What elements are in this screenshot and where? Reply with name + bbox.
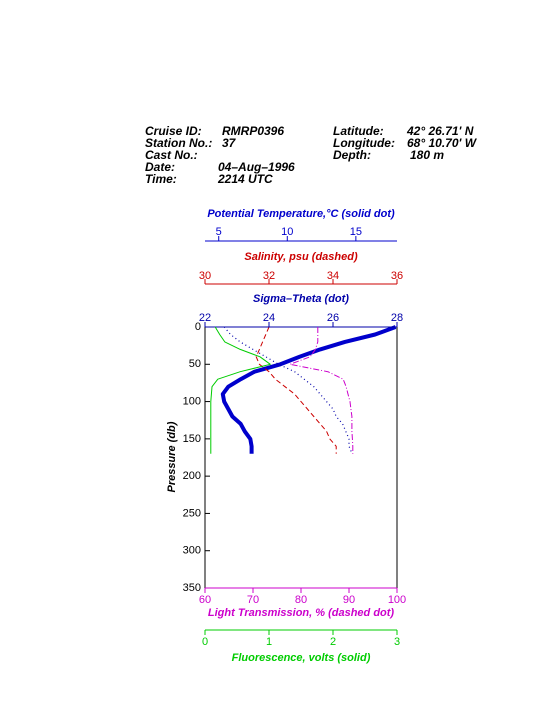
profile-line	[255, 326, 337, 454]
header-value: 180 m	[410, 148, 444, 162]
x-tick-label: 36	[391, 270, 403, 282]
profile-line	[210, 326, 271, 454]
y-tick-label: 100	[183, 395, 201, 407]
header-label: Depth:	[333, 148, 371, 162]
x-axis-title: Light Transmission, % (dashed dot)	[208, 607, 395, 619]
x-tick-label: 24	[263, 312, 275, 324]
plot-frame	[204, 326, 398, 589]
header-value: 42° 26.71' N	[406, 124, 474, 138]
header-label: Cruise ID:	[145, 124, 202, 138]
y-tick-label: 250	[183, 507, 201, 519]
header-label: Cast No.:	[145, 148, 198, 162]
header-value: 04–Aug–1996	[218, 160, 295, 174]
y-tick-label: 0	[195, 321, 201, 333]
x-tick-label: 15	[350, 226, 362, 238]
y-tick-label: 350	[183, 582, 201, 594]
x-tick-label: 100	[388, 594, 406, 606]
x-tick-label: 90	[343, 594, 355, 606]
y-tick-label: 50	[189, 358, 201, 370]
header-value: 68° 10.70' W	[407, 136, 478, 150]
x-tick-label: 32	[263, 270, 275, 282]
header-label: Station No.:	[145, 136, 212, 150]
profile-line	[289, 327, 354, 454]
header-value: 2214 UTC	[217, 172, 273, 186]
header-label: Latitude:	[333, 124, 384, 138]
y-axis-label: Pressure (db)	[166, 421, 178, 492]
x-tick-label: 22	[199, 312, 211, 324]
x-axis-title: Fluorescence, volts (solid)	[232, 652, 371, 664]
header-value: RMRP0396	[222, 124, 284, 138]
x-tick-label: 70	[247, 594, 259, 606]
x-tick-label: 60	[199, 594, 211, 606]
x-axis-title: Potential Temperature,°C (solid dot)	[207, 208, 395, 220]
header-label: Longitude:	[333, 136, 395, 150]
x-tick-label: 28	[391, 312, 403, 324]
x-tick-label: 26	[327, 312, 339, 324]
x-tick-label: 3	[394, 636, 400, 648]
profile-line	[220, 325, 397, 454]
x-tick-label: 0	[202, 636, 208, 648]
header-label: Date:	[145, 160, 175, 174]
x-tick-label: 10	[281, 226, 293, 238]
x-tick-label: 30	[199, 270, 211, 282]
x-axis-title: Salinity, psu (dashed)	[244, 251, 358, 263]
header-value: 37	[222, 136, 237, 150]
y-tick-label: 300	[183, 545, 201, 557]
y-tick-label: 150	[183, 433, 201, 445]
x-axis-title: Sigma–Theta (dot)	[253, 293, 349, 305]
y-tick-label: 200	[183, 470, 201, 482]
x-tick-label: 5	[216, 226, 222, 238]
x-tick-label: 1	[266, 636, 272, 648]
x-tick-label: 80	[295, 594, 307, 606]
header-label: Time:	[145, 172, 177, 186]
x-tick-label: 34	[327, 270, 339, 282]
x-tick-label: 2	[330, 636, 336, 648]
